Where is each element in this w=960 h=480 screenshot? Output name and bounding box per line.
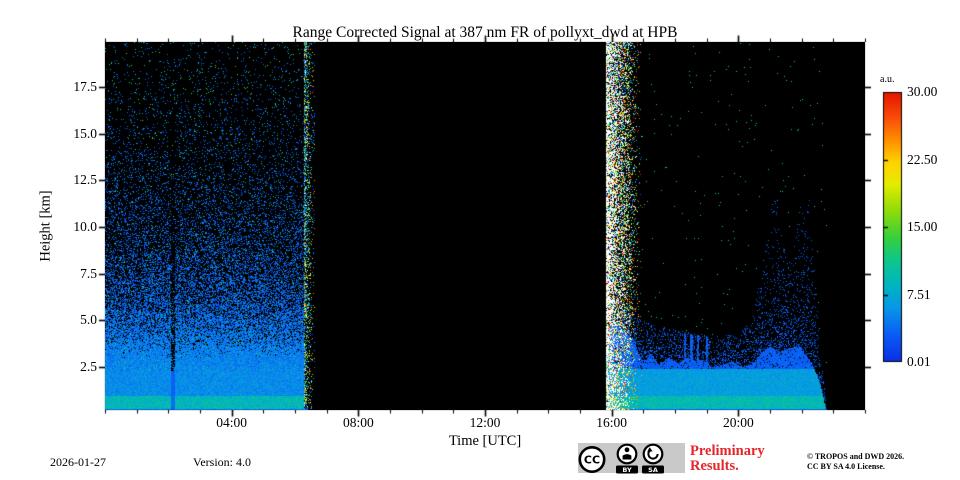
preliminary-note: Preliminary Results. (690, 444, 765, 474)
y-tick-label: 7.5 (80, 265, 97, 281)
by-circle (616, 443, 638, 465)
person-icon (622, 447, 632, 460)
copyright-line2: CC BY SA 4.0 License. (807, 462, 885, 471)
y-tick-label: 2.5 (80, 359, 97, 375)
sa-circle (642, 443, 664, 465)
copyright-note: © TROPOS and DWD 2026. CC BY SA 4.0 Lice… (807, 452, 904, 472)
colorbar-units-label: a.u. (880, 74, 895, 85)
sa-strip (642, 465, 664, 474)
by-strip-label: BY (622, 466, 632, 474)
sa-strip-label: SA (648, 466, 658, 474)
colorbar-tick-label: 30.00 (907, 84, 938, 99)
x-tick-label: 04:00 (216, 415, 248, 430)
x-tick-label: 08:00 (342, 415, 374, 430)
colorbar-tick-label: 22.50 (907, 151, 938, 167)
cc-by-sa-license-badge: CC BY SA (578, 443, 685, 474)
y-axis-label: Height [km] (37, 190, 54, 262)
measurement-date: 2026-01-27 (50, 455, 106, 469)
colorbar-tick-label: 0.01 (907, 354, 931, 369)
x-tick-label: 16:00 (596, 415, 628, 430)
y-tick-label: 10.0 (73, 218, 97, 234)
share-alike-arrow-icon (647, 447, 659, 460)
cc-circle-label: CC (584, 454, 600, 467)
cc-circle-icon (578, 446, 606, 473)
y-tick-label: 17.5 (73, 78, 97, 94)
x-tick-label: 20:00 (722, 415, 754, 430)
copyright-line1: © TROPOS and DWD 2026. (807, 452, 905, 461)
y-tick-label: 5.0 (80, 312, 97, 328)
y-tick-label: 12.5 (73, 172, 97, 188)
by-strip (616, 465, 638, 474)
x-tick-label: 12:00 (469, 415, 501, 430)
colorbar-tick-label: 7.51 (907, 286, 931, 302)
preliminary-line2: Results. (690, 458, 739, 474)
preliminary-line1: Preliminary (690, 443, 765, 459)
colorbar-tick-label: 15.00 (907, 219, 938, 234)
version-label: Version: 4.0 (193, 455, 251, 469)
chart-title: Range Corrected Signal at 387 nm FR of p… (292, 24, 678, 41)
heatmap-canvas (105, 42, 865, 410)
y-tick-label: 15.0 (73, 125, 97, 141)
x-axis-label: Time [UTC] (448, 433, 522, 449)
